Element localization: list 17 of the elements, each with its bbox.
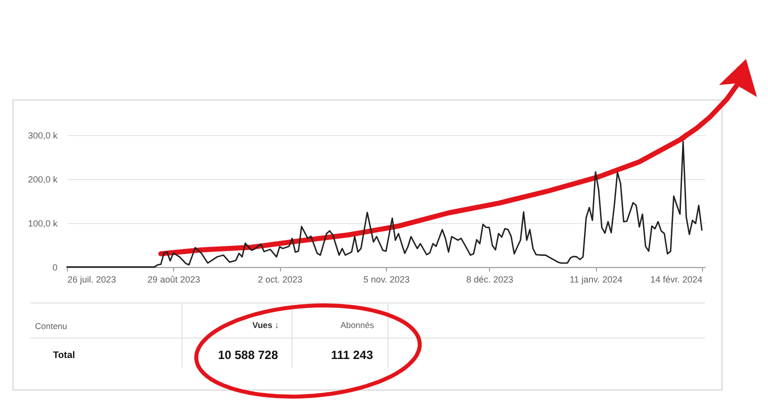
x-tick-label: 26 juil. 2023 — [68, 274, 116, 284]
text: Abonnés — [340, 320, 374, 330]
y-tick-label: 200,0 k — [28, 174, 58, 184]
text: Vues ↓ — [252, 320, 279, 330]
text: 10 588 728 — [218, 348, 278, 362]
x-tick-label: 8 déc. 2023 — [466, 274, 514, 284]
x-tick-label: 11 janv. 2024 — [570, 274, 622, 284]
x-tick-label: 29 août 2023 — [148, 274, 200, 284]
x-tick-label: 5 nov. 2023 — [363, 274, 410, 284]
text: Total — [53, 350, 75, 361]
y-tick-label: 100,0 k — [28, 218, 58, 228]
x-tick-label: 14 févr. 2024 — [650, 274, 702, 284]
x-tick-label: 2 oct. 2023 — [258, 274, 302, 284]
y-tick-label: 300,0 k — [28, 130, 58, 140]
y-tick-label: 0 — [52, 262, 58, 272]
text: 111 243 — [330, 348, 374, 362]
text: Contenu — [35, 321, 68, 331]
